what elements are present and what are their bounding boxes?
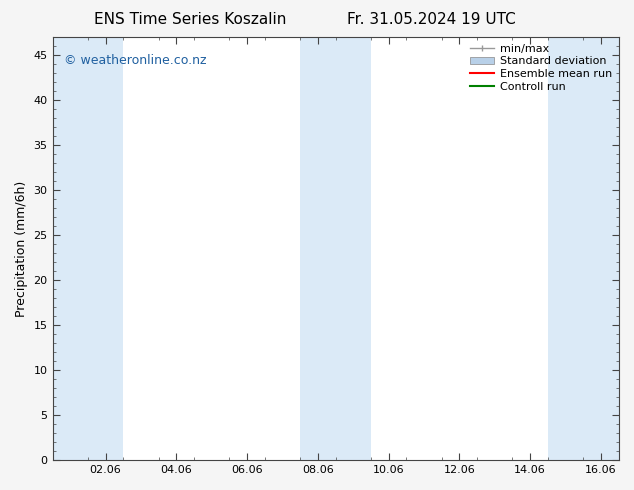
Text: © weatheronline.co.nz: © weatheronline.co.nz: [64, 54, 206, 67]
Legend: min/max, Standard deviation, Ensemble mean run, Controll run: min/max, Standard deviation, Ensemble me…: [465, 39, 616, 97]
Bar: [548, 37, 619, 460]
Text: Fr. 31.05.2024 19 UTC: Fr. 31.05.2024 19 UTC: [347, 12, 515, 27]
Text: ENS Time Series Koszalin: ENS Time Series Koszalin: [94, 12, 287, 27]
Y-axis label: Precipitation (mm/6h): Precipitation (mm/6h): [15, 180, 28, 317]
Bar: [300, 37, 371, 460]
Bar: [53, 37, 123, 460]
